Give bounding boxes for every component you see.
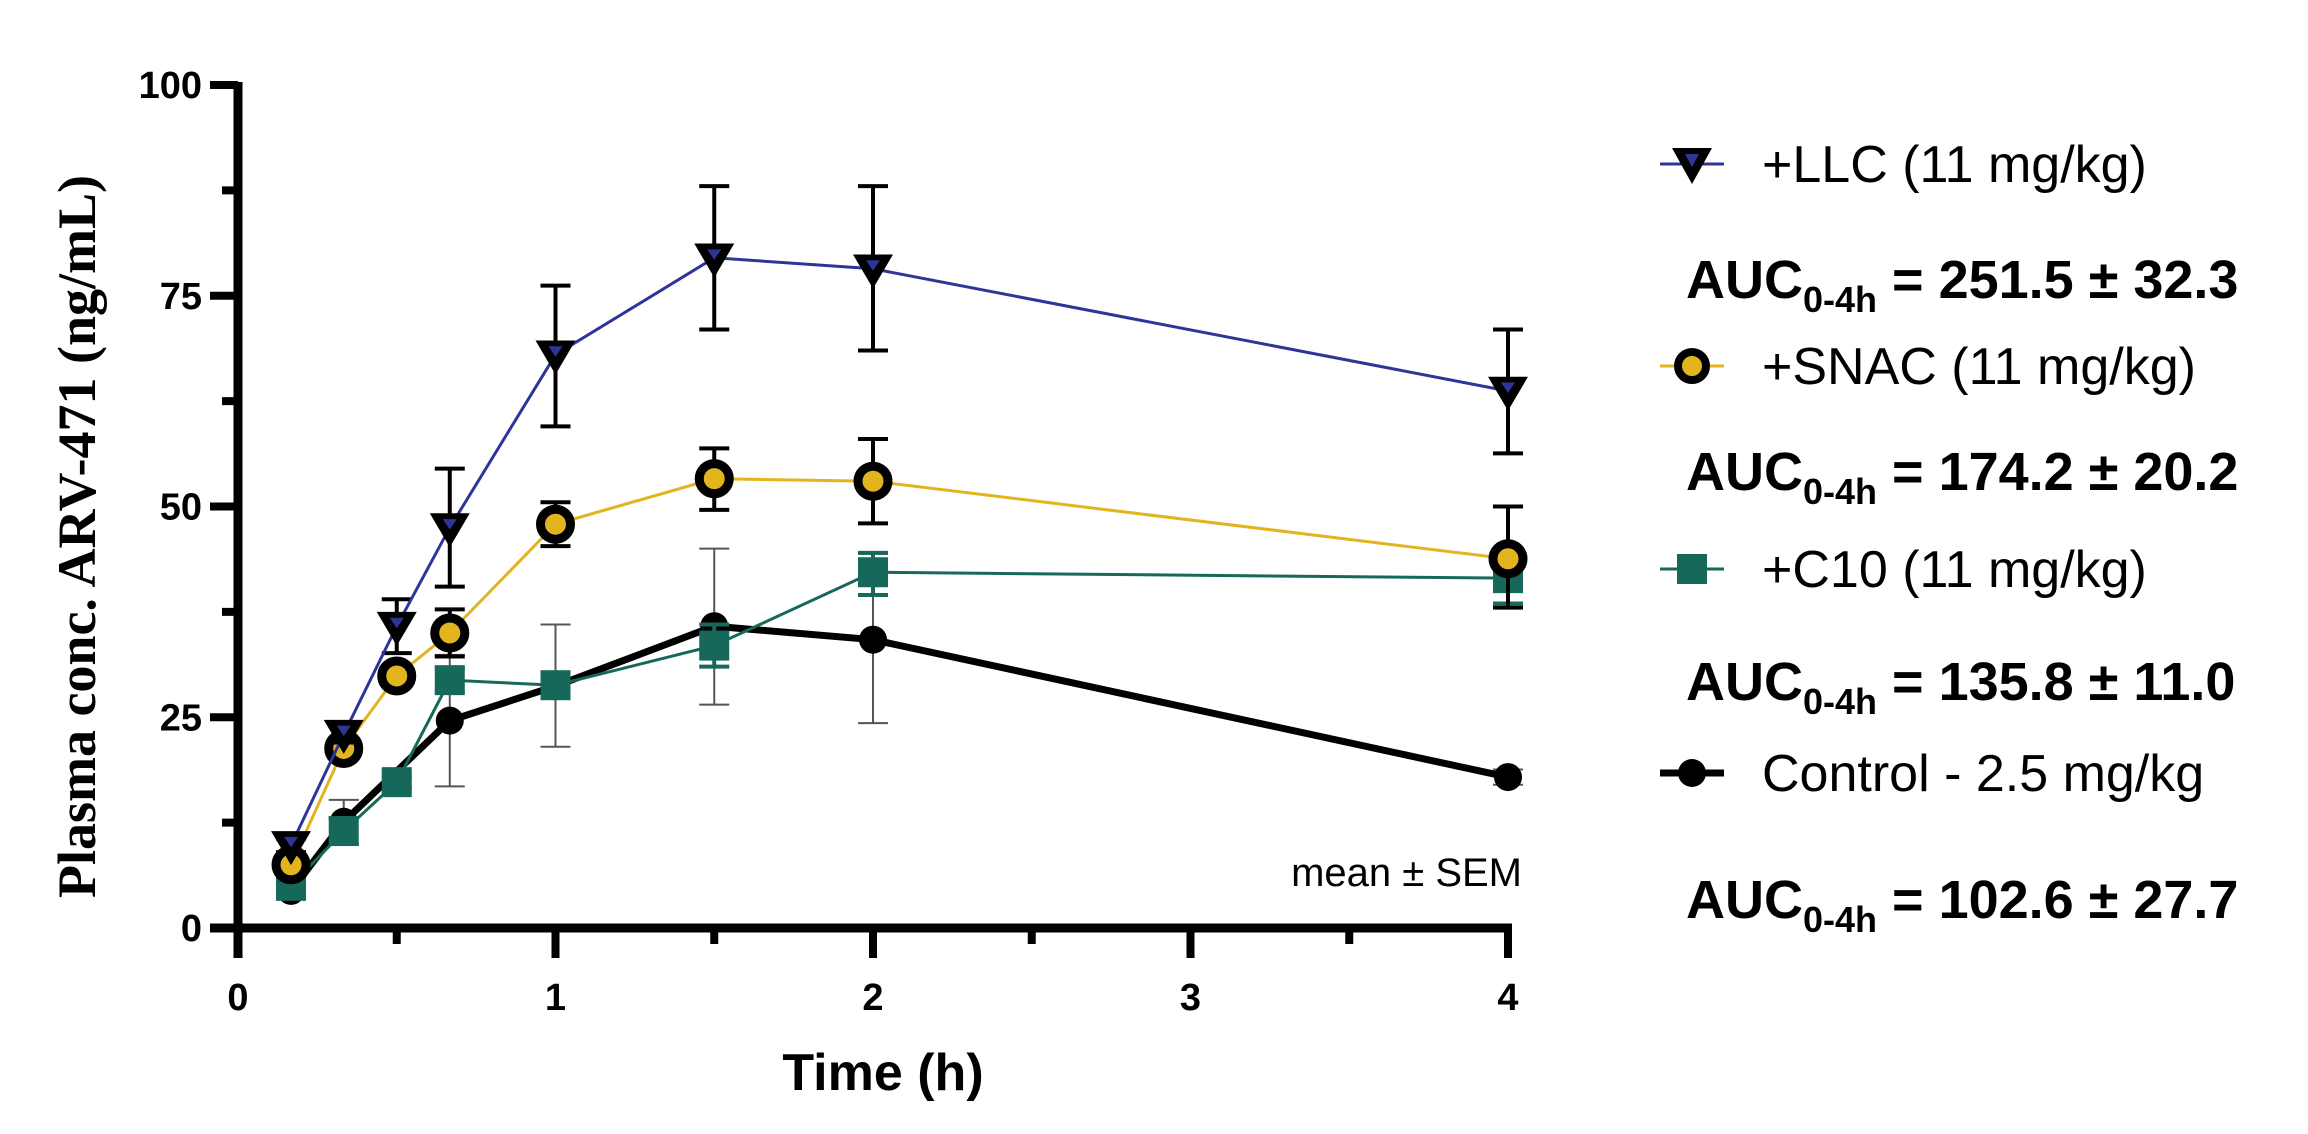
data-point-triangle [694, 243, 735, 278]
y-tick-label: 50 [160, 487, 202, 529]
series-line [289, 570, 1509, 887]
data-point-triangle [853, 254, 893, 289]
legend-marker [1672, 148, 1712, 184]
legend: +LLC (11 mg/kg) AUC0-4h = 251.5 ± 32.3 +SN… [1660, 136, 2238, 940]
axes: 0 25 50 75 100 0 1 2 3 4 [139, 65, 1519, 1019]
x-tick-label: 2 [862, 977, 883, 1019]
circle-icon [1674, 348, 1710, 384]
y-tick-label: 100 [139, 65, 202, 107]
data-point-triangle-fill [707, 249, 722, 260]
data-point-triangle [1488, 376, 1528, 411]
legend-item: Control - 2.5 mg/kg AUC0-4h = 102.6 ± 27.… [1660, 745, 2238, 940]
auc-value: AUC0-4h = 102.6 ± 27.7 [1686, 870, 2238, 940]
legend-item: +SNAC (11 mg/kg) AUC0-4h = 174.2 ± 20.2 [1660, 338, 2238, 512]
data-point-square [858, 557, 888, 588]
data-point-circle [853, 461, 893, 501]
y-axis-title: Plasma conc. ARV-471 (ng/mL) [47, 175, 107, 898]
data-point-circle [377, 656, 417, 696]
auc-value: AUC0-4h = 251.5 ± 32.3 [1686, 250, 2238, 320]
auc-value: AUC0-4h = 174.2 ± 20.2 [1686, 442, 2238, 512]
legend-label: +LLC (11 mg/kg) [1762, 136, 2147, 194]
data-point-triangle-fill [389, 617, 404, 629]
data-point-triangle-fill [1501, 382, 1515, 394]
y-tick-label: 0 [181, 908, 202, 950]
legend-marker [1674, 348, 1710, 384]
triangle-fill [1685, 154, 1699, 167]
legend-label: +C10 (11 mg/kg) [1762, 541, 2147, 599]
data-point-square [434, 665, 465, 696]
data-point-triangle [429, 513, 470, 548]
y-tick-label: 75 [160, 276, 202, 318]
x-tick-label: 0 [227, 977, 248, 1019]
legend-marker [1678, 759, 1706, 787]
y-tick-label: 25 [160, 697, 202, 739]
data-point-square [699, 630, 730, 661]
data-point-triangle-fill [442, 519, 457, 530]
data-point-square [540, 670, 571, 701]
data-point-triangle [376, 611, 417, 646]
data-point-triangle-fill [336, 725, 351, 737]
data-point-triangle-fill [548, 346, 563, 357]
data-point-triangle [323, 719, 364, 754]
square-icon [1677, 554, 1707, 584]
series-2 [271, 437, 1528, 885]
auc-value: AUC0-4h = 135.8 ± 11.0 [1686, 652, 2235, 722]
legend-marker [1677, 554, 1707, 584]
series-3 [271, 184, 1528, 866]
data-point-triangle-fill [866, 260, 880, 271]
circle-icon [1678, 759, 1706, 787]
series-1 [276, 550, 1523, 901]
x-axis-title: Time (h) [782, 1044, 983, 1102]
x-tick-label: 3 [1180, 977, 1201, 1019]
legend-label: +SNAC (11 mg/kg) [1762, 338, 2196, 396]
series-line [289, 256, 1509, 847]
legend-label: Control - 2.5 mg/kg [1762, 745, 2204, 803]
data-point-square [328, 816, 359, 847]
legend-item: +C10 (11 mg/kg) AUC0-4h = 135.8 ± 11.0 [1660, 541, 2235, 722]
data-point-circle [536, 504, 575, 544]
data-point-square [381, 767, 412, 798]
plot-area [271, 184, 1528, 905]
data-point-circle [859, 625, 887, 654]
x-tick-label: 1 [545, 977, 566, 1019]
data-point-circle [430, 613, 470, 653]
data-point-circle [1488, 539, 1528, 579]
series-line [289, 477, 1509, 866]
x-tick-label: 4 [1497, 977, 1518, 1019]
data-point-triangle [271, 831, 312, 866]
legend-item: +LLC (11 mg/kg) AUC0-4h = 251.5 ± 32.3 [1660, 136, 2238, 320]
data-point-circle [694, 459, 734, 499]
mean-sem-annotation: mean ± SEM [1291, 851, 1522, 895]
data-point-triangle [535, 340, 576, 375]
data-point-triangle-fill [284, 836, 299, 848]
data-point-circle [1494, 763, 1522, 792]
data-point-circle [435, 706, 464, 735]
